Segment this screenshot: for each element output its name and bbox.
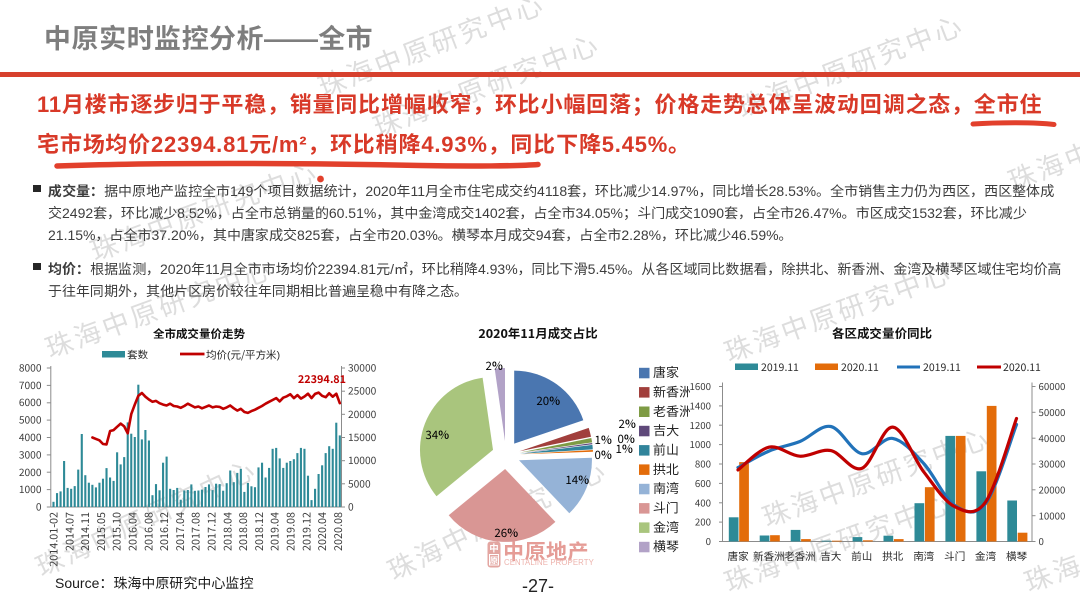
svg-text:套数: 套数 <box>127 348 148 363</box>
svg-text:2014.07: 2014.07 <box>61 512 77 551</box>
svg-text:0: 0 <box>706 534 711 548</box>
svg-text:1600: 1600 <box>689 379 711 393</box>
svg-text:800: 800 <box>695 457 711 471</box>
svg-text:20%: 20% <box>536 393 560 409</box>
svg-text:34%: 34% <box>425 427 449 443</box>
svg-text:4000: 4000 <box>19 429 42 444</box>
svg-text:1%: 1% <box>616 441 633 457</box>
svg-text:2019.12: 2019.12 <box>298 512 314 551</box>
svg-text:1000: 1000 <box>689 437 711 451</box>
svg-text:南湾: 南湾 <box>653 478 679 497</box>
svg-text:2020年11月成交占比: 2020年11月成交占比 <box>478 323 598 342</box>
svg-text:斗门: 斗门 <box>944 549 965 564</box>
svg-text:斗门: 斗门 <box>653 498 679 517</box>
svg-text:1400: 1400 <box>689 399 711 413</box>
svg-text:新香洲: 新香洲 <box>653 382 690 401</box>
svg-text:全市成交量价走势: 全市成交量价走势 <box>153 326 245 342</box>
svg-text:老香洲: 老香洲 <box>653 401 690 420</box>
svg-text:前山: 前山 <box>653 440 679 459</box>
svg-text:6000: 6000 <box>19 394 42 409</box>
svg-text:50000: 50000 <box>1039 405 1066 419</box>
svg-text:2016.04: 2016.04 <box>125 512 141 551</box>
svg-text:5000: 5000 <box>348 475 371 490</box>
svg-text:唐家: 唐家 <box>653 362 679 381</box>
svg-text:2019.04: 2019.04 <box>267 512 283 551</box>
svg-text:200: 200 <box>695 515 711 529</box>
svg-text:600: 600 <box>695 476 711 490</box>
svg-text:0: 0 <box>1039 534 1044 548</box>
svg-text:横琴: 横琴 <box>1006 549 1027 564</box>
svg-text:各区成交量价同比: 各区成交量价同比 <box>832 323 933 342</box>
svg-text:2017.08: 2017.08 <box>188 512 204 551</box>
svg-text:2015.05: 2015.05 <box>93 512 109 551</box>
svg-text:2020.11: 2020.11 <box>841 360 879 375</box>
svg-text:2%: 2% <box>486 358 503 374</box>
svg-text:原: 原 <box>490 555 499 567</box>
svg-text:2018.12: 2018.12 <box>251 512 267 551</box>
svg-text:30000: 30000 <box>1039 457 1066 471</box>
svg-text:30000: 30000 <box>348 360 377 375</box>
svg-text:2019.08: 2019.08 <box>283 512 299 551</box>
svg-text:2%: 2% <box>619 416 636 432</box>
svg-text:金湾: 金湾 <box>975 549 996 564</box>
svg-text:3000: 3000 <box>19 446 42 461</box>
svg-text:2020.11: 2020.11 <box>1003 360 1041 375</box>
svg-text:5000: 5000 <box>19 412 42 427</box>
svg-text:22394.81: 22394.81 <box>298 371 346 387</box>
svg-text:南湾: 南湾 <box>913 549 934 564</box>
svg-text:金湾: 金湾 <box>653 517 679 536</box>
svg-text:2000: 2000 <box>19 464 42 479</box>
svg-text:20000: 20000 <box>348 406 377 421</box>
svg-text:2014.11: 2014.11 <box>77 512 93 551</box>
svg-text:0%: 0% <box>618 431 635 447</box>
svg-text:7000: 7000 <box>19 377 42 392</box>
svg-text:0%: 0% <box>595 447 612 463</box>
svg-text:新香洲: 新香洲 <box>753 549 785 564</box>
svg-text:前山: 前山 <box>851 549 872 564</box>
svg-text:2014.01-02: 2014.01-02 <box>46 512 62 567</box>
svg-text:横琴: 横琴 <box>652 536 679 555</box>
svg-text:2016.08: 2016.08 <box>140 512 156 551</box>
svg-text:20000: 20000 <box>1039 482 1066 496</box>
svg-text:60000: 60000 <box>1039 379 1066 393</box>
svg-text:10000: 10000 <box>1039 508 1066 522</box>
svg-text:0: 0 <box>348 499 354 514</box>
svg-text:中: 中 <box>489 541 499 555</box>
svg-text:均价(元/平方米): 均价(元/平方米) <box>206 348 280 363</box>
svg-text:2017.04: 2017.04 <box>172 512 188 551</box>
svg-text:拱北: 拱北 <box>882 549 903 564</box>
svg-text:老香洲: 老香洲 <box>784 549 816 564</box>
svg-text:2019.11: 2019.11 <box>923 360 961 375</box>
svg-text:2015.10: 2015.10 <box>109 512 125 551</box>
svg-text:25000: 25000 <box>348 383 377 398</box>
svg-text:2018.04: 2018.04 <box>219 512 235 551</box>
svg-text:8000: 8000 <box>19 360 42 375</box>
svg-text:唐家: 唐家 <box>728 549 749 564</box>
svg-text:1%: 1% <box>595 432 612 448</box>
svg-text:1200: 1200 <box>689 418 711 432</box>
svg-text:吉大: 吉大 <box>653 420 679 439</box>
svg-text:26%: 26% <box>494 525 518 541</box>
svg-text:15000: 15000 <box>348 429 377 444</box>
svg-text:2019.11: 2019.11 <box>761 360 799 375</box>
svg-text:14%: 14% <box>565 472 589 488</box>
svg-text:40000: 40000 <box>1039 431 1066 445</box>
svg-text:2020.08: 2020.08 <box>330 512 346 551</box>
svg-text:400: 400 <box>695 495 711 509</box>
svg-text:拱北: 拱北 <box>653 459 679 478</box>
svg-text:2017.12: 2017.12 <box>204 512 220 551</box>
svg-text:2020.04: 2020.04 <box>314 512 330 551</box>
svg-text:10000: 10000 <box>348 452 377 467</box>
svg-text:1000: 1000 <box>19 481 42 496</box>
svg-text:吉大: 吉大 <box>820 549 841 564</box>
svg-text:2016.12: 2016.12 <box>156 512 172 551</box>
svg-text:0: 0 <box>36 499 42 514</box>
svg-text:2018.08: 2018.08 <box>235 512 251 551</box>
